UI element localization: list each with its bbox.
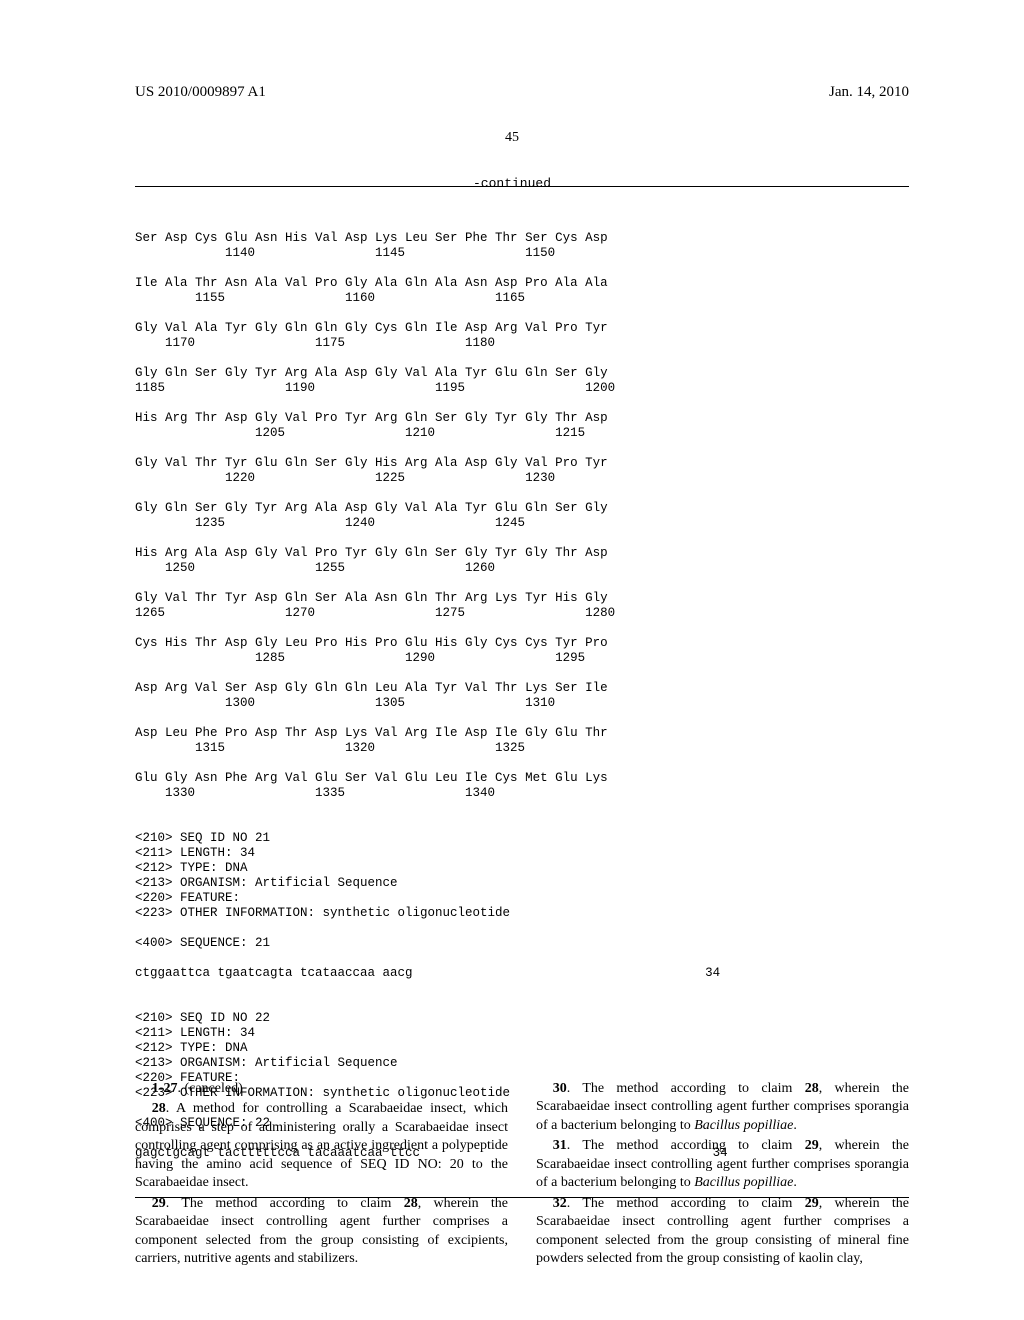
claim-number: 28 <box>152 1101 166 1116</box>
claim-paragraph: 32. The method according to claim 29, wh… <box>536 1195 909 1269</box>
claim-text: . The method according to claim 28, wher… <box>536 1081 909 1133</box>
claim-text: . The method according to claim 29, wher… <box>536 1196 909 1266</box>
page-header: US 2010/0009897 A1 Jan. 14, 2010 <box>0 84 1024 101</box>
claims-left-column: 1-27. (canceled)28. A method for control… <box>135 1080 508 1271</box>
claim-paragraph: 30. The method according to claim 28, wh… <box>536 1080 909 1135</box>
claim-paragraph: 28. A method for controlling a Scarabaei… <box>135 1100 508 1192</box>
claim-number: 30 <box>553 1081 567 1096</box>
claim-number: 1-27 <box>152 1081 178 1096</box>
claim-ref: 29 <box>805 1196 819 1211</box>
claim-ref: 28 <box>805 1081 819 1096</box>
claim-ref: 28 <box>404 1196 418 1211</box>
claim-paragraph: 1-27. (canceled) <box>135 1080 508 1098</box>
sequence-text: Ser Asp Cys Glu Asn His Val Asp Lys Leu … <box>135 231 909 1161</box>
claims-right-column: 30. The method according to claim 28, wh… <box>536 1080 909 1271</box>
organism-name: Bacillus popilliae <box>694 1118 793 1133</box>
claim-paragraph: 29. The method according to claim 28, wh… <box>135 1195 508 1269</box>
sequence-listing: Ser Asp Cys Glu Asn His Val Asp Lys Leu … <box>135 186 909 1213</box>
claim-number: 32 <box>553 1196 567 1211</box>
claim-text: . (canceled) <box>177 1081 242 1096</box>
claim-text: . A method for controlling a Scarabaeida… <box>135 1101 508 1190</box>
claims-section: 1-27. (canceled)28. A method for control… <box>135 1080 909 1271</box>
claim-paragraph: 31. The method according to claim 29, wh… <box>536 1137 909 1192</box>
claim-number: 29 <box>152 1196 166 1211</box>
page-number: 45 <box>0 130 1024 146</box>
claim-text: . The method according to claim 28, wher… <box>135 1196 508 1266</box>
claim-number: 31 <box>553 1138 567 1153</box>
claim-ref: 29 <box>805 1138 819 1153</box>
organism-name: Bacillus popilliae <box>694 1175 793 1190</box>
publication-date: Jan. 14, 2010 <box>829 84 909 101</box>
claim-text: . The method according to claim 29, wher… <box>536 1138 909 1190</box>
publication-number: US 2010/0009897 A1 <box>135 84 266 101</box>
